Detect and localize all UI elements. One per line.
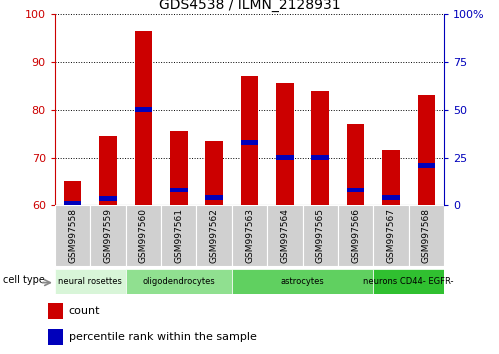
Text: GSM997558: GSM997558 bbox=[68, 208, 77, 263]
Text: GSM997567: GSM997567 bbox=[387, 208, 396, 263]
Text: cell type: cell type bbox=[3, 275, 44, 285]
Bar bbox=[126, 205, 161, 266]
Text: GSM997560: GSM997560 bbox=[139, 208, 148, 263]
Text: GSM997565: GSM997565 bbox=[316, 208, 325, 263]
Bar bbox=[90, 205, 126, 266]
Bar bbox=[373, 269, 444, 294]
Bar bbox=[347, 188, 364, 193]
Bar bbox=[205, 195, 223, 200]
Bar bbox=[126, 269, 232, 294]
Bar bbox=[135, 31, 152, 205]
Bar bbox=[311, 155, 329, 160]
Bar bbox=[409, 205, 444, 266]
Title: GDS4538 / ILMN_2128931: GDS4538 / ILMN_2128931 bbox=[159, 0, 340, 12]
Bar bbox=[197, 205, 232, 266]
Bar bbox=[241, 140, 258, 145]
Text: GSM997561: GSM997561 bbox=[174, 208, 183, 263]
Bar bbox=[99, 136, 117, 205]
Bar bbox=[276, 84, 294, 205]
Bar bbox=[418, 96, 435, 205]
Bar bbox=[302, 205, 338, 266]
Bar bbox=[338, 205, 373, 266]
Bar bbox=[48, 303, 63, 319]
Bar bbox=[64, 201, 81, 206]
Bar bbox=[418, 163, 435, 167]
Bar bbox=[276, 155, 294, 160]
Bar bbox=[382, 150, 400, 205]
Text: GSM997564: GSM997564 bbox=[280, 208, 289, 263]
Bar bbox=[170, 188, 188, 193]
Text: count: count bbox=[69, 307, 100, 316]
Text: GSM997566: GSM997566 bbox=[351, 208, 360, 263]
Bar bbox=[205, 141, 223, 205]
Bar bbox=[48, 329, 63, 345]
Bar bbox=[373, 205, 409, 266]
Bar bbox=[170, 131, 188, 205]
Bar bbox=[232, 205, 267, 266]
Bar bbox=[241, 76, 258, 205]
Bar bbox=[99, 196, 117, 201]
Bar bbox=[55, 269, 126, 294]
Bar bbox=[382, 195, 400, 200]
Bar bbox=[55, 205, 90, 266]
Bar bbox=[267, 205, 302, 266]
Text: GSM997563: GSM997563 bbox=[245, 208, 254, 263]
Text: GSM997559: GSM997559 bbox=[103, 208, 112, 263]
Bar bbox=[64, 181, 81, 205]
Bar bbox=[347, 124, 364, 205]
Text: oligodendrocytes: oligodendrocytes bbox=[142, 277, 215, 286]
Text: GSM997562: GSM997562 bbox=[210, 208, 219, 263]
Bar bbox=[161, 205, 197, 266]
Bar bbox=[311, 91, 329, 205]
Text: percentile rank within the sample: percentile rank within the sample bbox=[69, 332, 257, 342]
Bar bbox=[135, 107, 152, 112]
Text: neurons CD44- EGFR-: neurons CD44- EGFR- bbox=[363, 277, 454, 286]
Text: GSM997568: GSM997568 bbox=[422, 208, 431, 263]
Text: neural rosettes: neural rosettes bbox=[58, 277, 122, 286]
Text: astrocytes: astrocytes bbox=[281, 277, 324, 286]
Bar bbox=[232, 269, 373, 294]
